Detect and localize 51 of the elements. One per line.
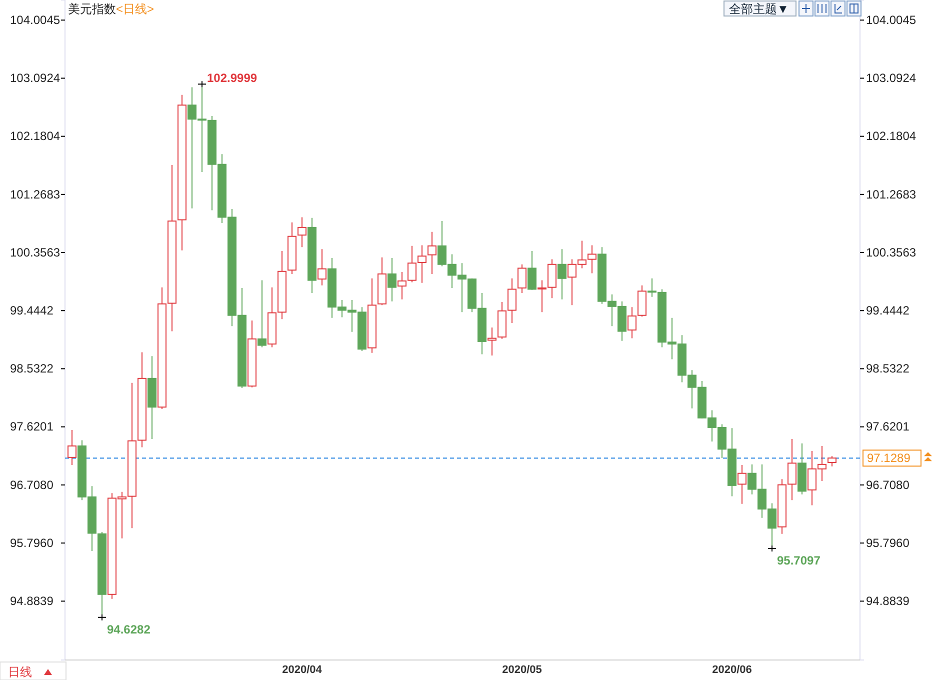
- annotation: 95.7097: [777, 554, 821, 568]
- y2-tick-label: 99.4442: [866, 303, 910, 318]
- chart-subtitle: <日线>: [116, 2, 154, 16]
- y2-tick-label: 98.5322: [866, 362, 910, 376]
- candlestick: [788, 438, 796, 501]
- x-tick-label: 2020/05: [502, 664, 542, 676]
- x-tick-label: 2020/06: [712, 664, 752, 676]
- candlestick: [738, 464, 746, 504]
- y-tick-label: 100.3563: [10, 245, 60, 260]
- candlestick: [168, 164, 176, 332]
- ref-line-label: 97.1289: [867, 451, 911, 466]
- y2-tick-label: 101.2683: [866, 187, 916, 202]
- y2-tick-label: 103.0924: [866, 71, 916, 86]
- annotation: 全部主题▼: [729, 2, 789, 16]
- candlestick: [318, 248, 326, 286]
- annotation: 102.9999: [207, 71, 258, 86]
- y-tick-label: 101.2683: [10, 187, 60, 202]
- chart-title: 美元指数: [68, 2, 116, 16]
- y2-tick-label: 96.7080: [866, 478, 910, 492]
- y-tick-label: 94.8839: [10, 594, 54, 608]
- annotation: 94.6282: [107, 622, 151, 636]
- y-tick-label: 99.4442: [10, 303, 54, 318]
- candlestick: [288, 222, 296, 274]
- candlestick: [68, 430, 76, 466]
- y-tick-label: 98.5322: [10, 362, 54, 376]
- y2-tick-label: 104.0045: [866, 12, 916, 27]
- candlestick: [558, 248, 566, 300]
- candlestick: [178, 94, 186, 251]
- y-tick-label: 103.0924: [10, 71, 60, 86]
- candlestick: [368, 278, 376, 354]
- candlestick: [148, 356, 156, 440]
- candlestick: [138, 352, 146, 448]
- y2-tick-label: 94.8839: [866, 594, 910, 608]
- candlestick: [298, 216, 306, 248]
- y2-tick-label: 97.6201: [866, 420, 910, 434]
- y2-tick-label: 102.1804: [866, 129, 916, 144]
- candlestick: [278, 250, 286, 320]
- y-tick-label: 95.7960: [10, 536, 54, 550]
- candlestick: [308, 217, 316, 294]
- y2-tick-label: 100.3563: [866, 245, 916, 260]
- y-tick-label: 102.1804: [10, 129, 60, 144]
- x-tick-label: 2020/04: [282, 664, 323, 676]
- y2-tick-label: 95.7960: [866, 536, 910, 550]
- y-tick-label: 104.0045: [10, 12, 60, 27]
- candlestick: [388, 258, 396, 302]
- candlestick: [778, 478, 786, 534]
- candlestick: [798, 442, 806, 495]
- y-tick-label: 96.7080: [10, 478, 54, 492]
- candlestick: [428, 231, 436, 274]
- y-tick-label: 97.6201: [10, 420, 54, 434]
- text: 日线: [8, 665, 32, 679]
